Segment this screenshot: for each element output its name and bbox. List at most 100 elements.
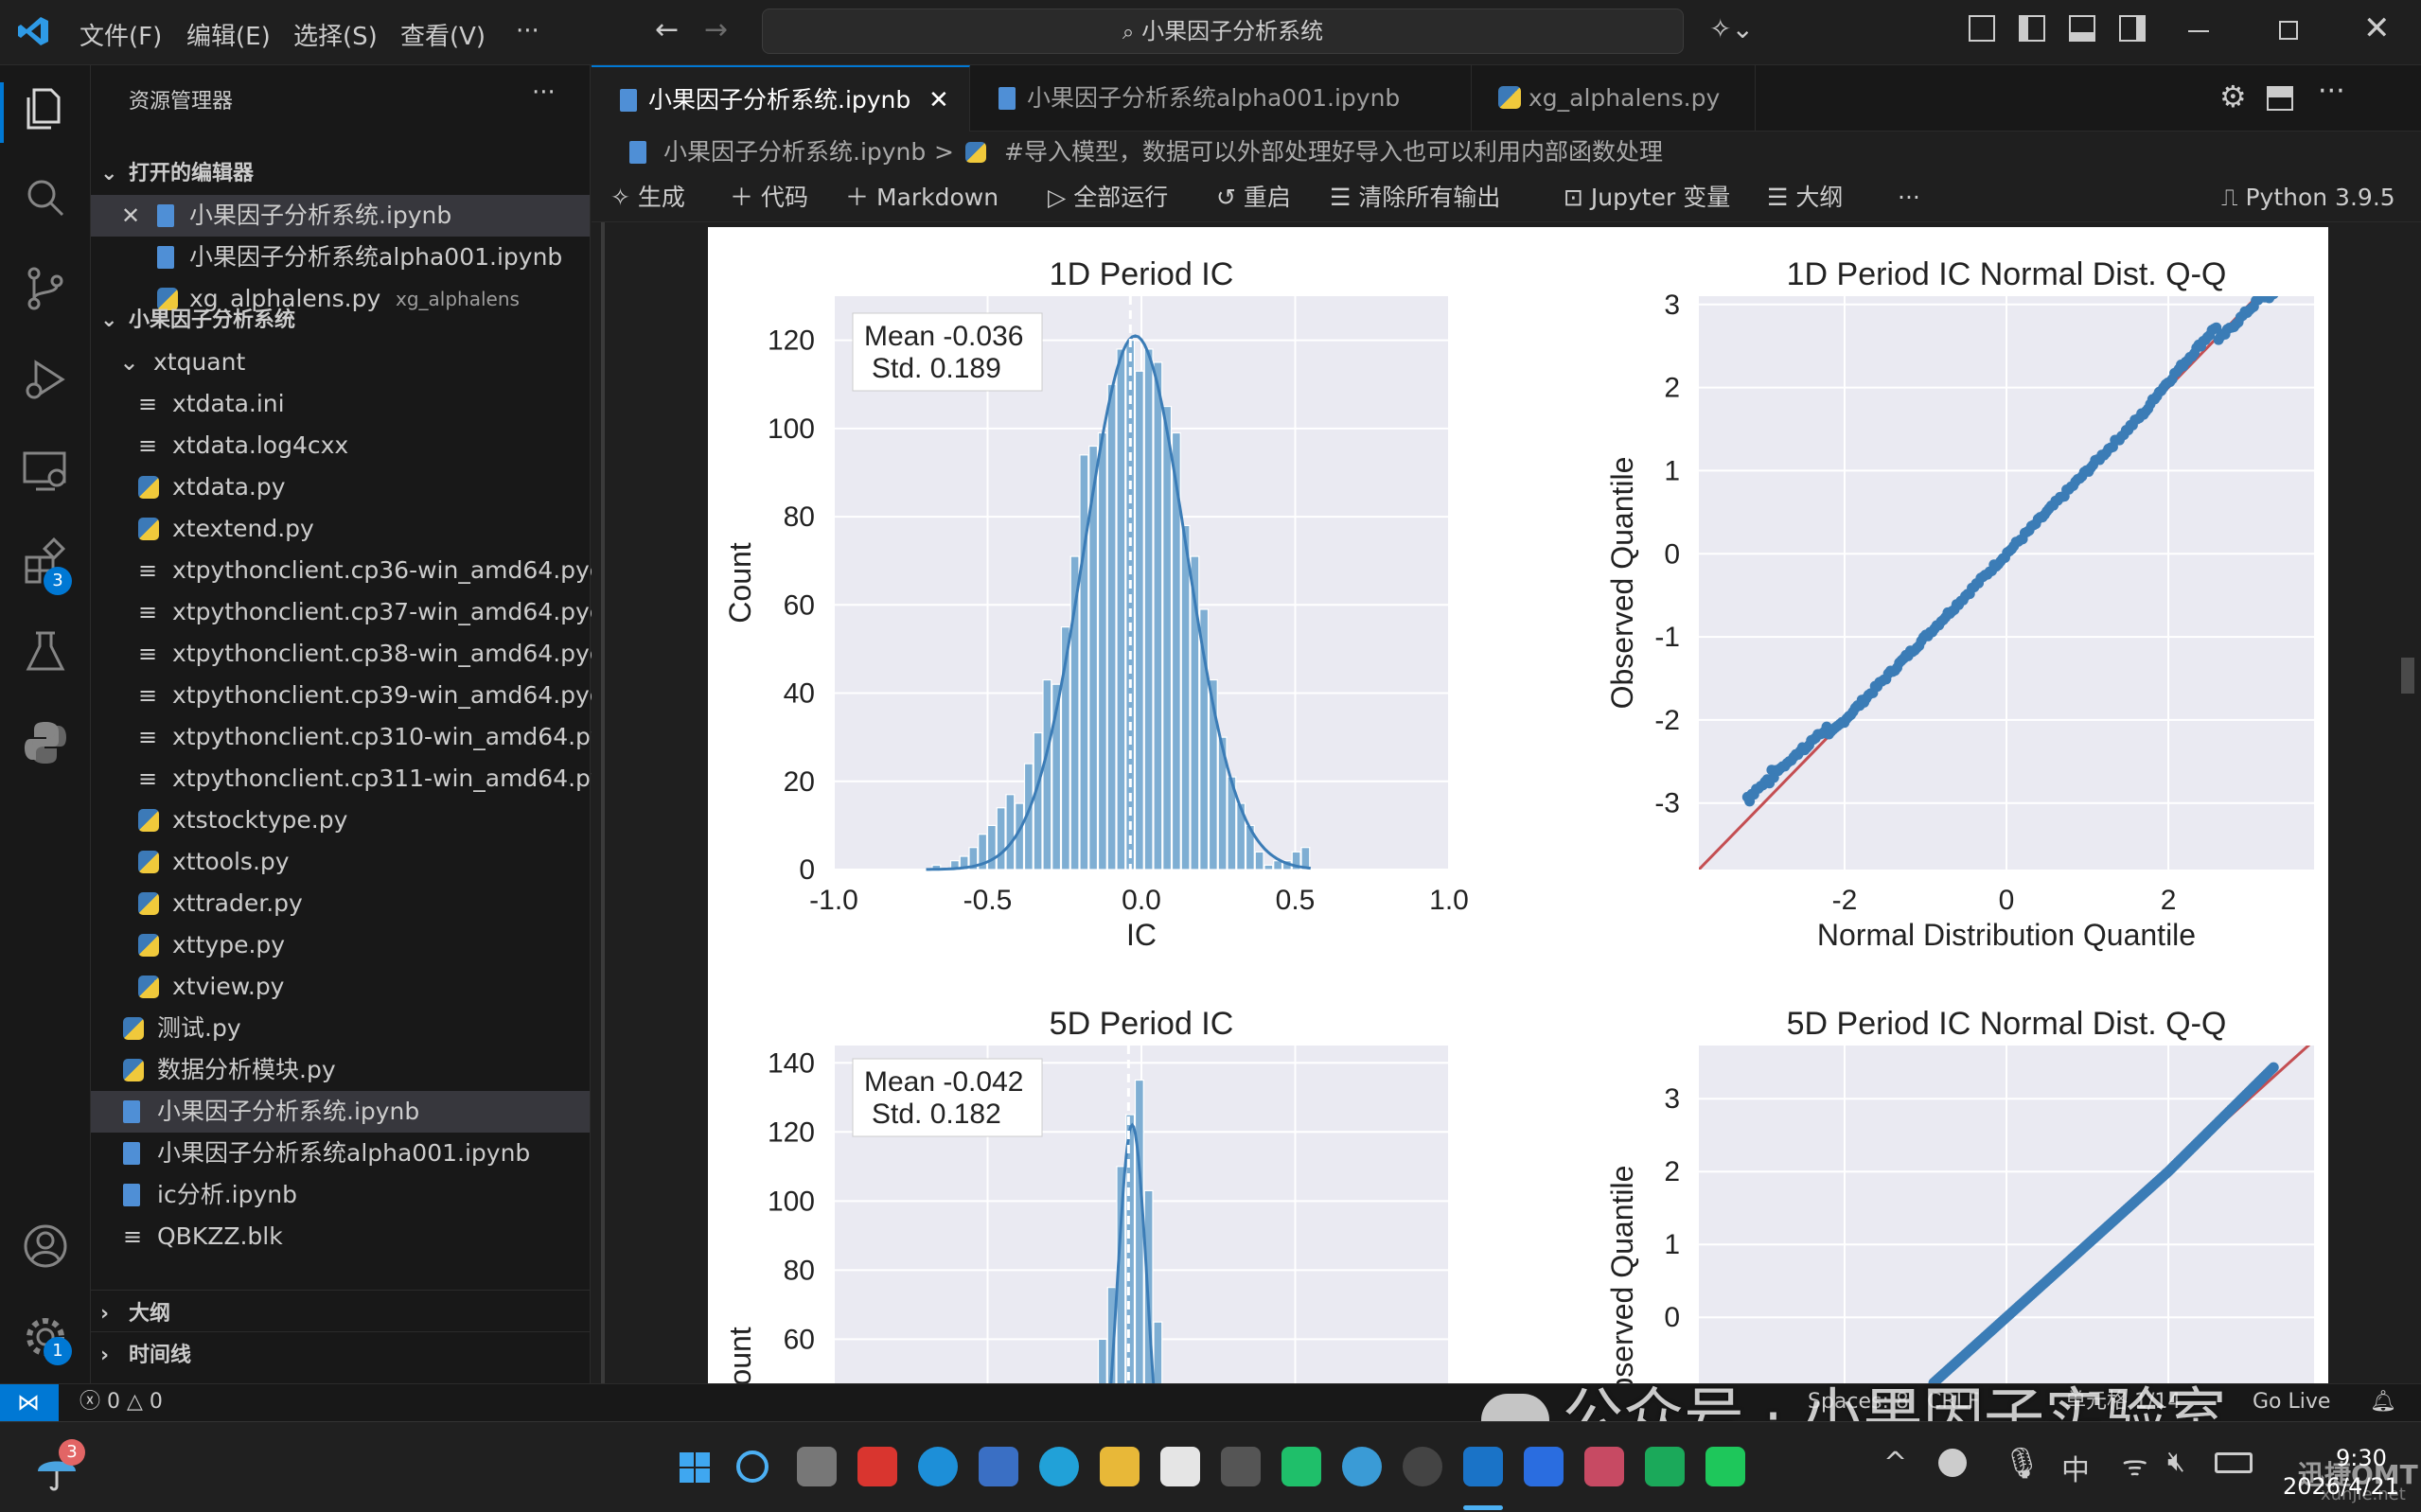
- accounts-icon[interactable]: [21, 1222, 70, 1271]
- explorer-icon[interactable]: [21, 84, 70, 133]
- notifications-bell-icon[interactable]: 🔔︎: [2370, 1390, 2396, 1414]
- edge-icon[interactable]: [918, 1447, 958, 1486]
- open-editor-item[interactable]: 小果因子分析系统alpha001.ipynb: [91, 237, 590, 278]
- vscode-taskbar-icon[interactable]: [1463, 1447, 1503, 1486]
- remote-indicator[interactable]: ⋈: [0, 1384, 59, 1422]
- file-tree-item[interactable]: ic分析.ipynb: [91, 1174, 590, 1216]
- file-tree-item[interactable]: ≡ xtpythonclient.cp37-win_amd64.pyd: [91, 591, 605, 633]
- menu-file[interactable]: 文件(F): [80, 23, 163, 51]
- breadcrumb-cell[interactable]: #导入模型，数据可以外部处理好导入也可以利用内部函数处理: [1004, 138, 1663, 166]
- file-tree-item[interactable]: xttrader.py: [91, 883, 590, 924]
- source-control-icon[interactable]: [21, 264, 70, 313]
- run-debug-icon[interactable]: [21, 355, 70, 404]
- problems-indicator[interactable]: ⓧ 0 △ 0: [80, 1384, 163, 1420]
- toggle-sidebar-icon[interactable]: [2019, 15, 2045, 42]
- file-tree-item[interactable]: ≡ xtpythonclient.cp311-win_amd64.pyd: [91, 758, 620, 800]
- file-tree-item[interactable]: xttools.py: [91, 841, 590, 883]
- notebook-settings-gear-icon[interactable]: ⚙: [2219, 79, 2247, 114]
- outlook-icon[interactable]: [979, 1447, 1018, 1486]
- file-tree-item[interactable]: ≡ xtpythonclient.cp36-win_amd64.pyd: [91, 550, 605, 591]
- chat-app-icon[interactable]: [1645, 1447, 1685, 1486]
- file-tree-item[interactable]: 小果因子分析系统.ipynb: [91, 1091, 590, 1133]
- customize-layout-icon[interactable]: [1969, 15, 1995, 42]
- m-app-icon[interactable]: [1524, 1447, 1564, 1486]
- clear-all-outputs-button[interactable]: ☰ 清除所有输出: [1330, 173, 1500, 222]
- file-tree-item[interactable]: ≡ QBKZZ.blk: [91, 1216, 590, 1257]
- tab-xg-alphalens[interactable]: xg_alphalens.py: [1472, 65, 1756, 132]
- chatgpt-icon[interactable]: [1403, 1447, 1442, 1486]
- menu-selection[interactable]: 选择(S): [293, 23, 378, 51]
- file-tree-item[interactable]: ≡ xtpythonclient.cp310-win_amd64.pyd: [91, 716, 620, 758]
- file-tree-item[interactable]: ≡ xtdata.log4cxx: [91, 425, 590, 466]
- scrollbar-thumb[interactable]: [2401, 658, 2414, 694]
- unity-icon[interactable]: [1221, 1447, 1261, 1486]
- show-hidden-icons-chevron-icon[interactable]: ^: [1883, 1447, 1908, 1480]
- clock-time[interactable]: 9:30: [2336, 1445, 2387, 1471]
- command-center-search[interactable]: ⌕ 小果因子分析系统: [762, 9, 1684, 54]
- file-tree-item[interactable]: xttype.py: [91, 924, 590, 966]
- project-folder-header[interactable]: ⌄ 小果因子分析系统: [91, 300, 590, 342]
- battery-icon[interactable]: [2215, 1452, 2253, 1473]
- microphone-icon[interactable]: 🎙︎: [2003, 1445, 2041, 1481]
- open-editor-item[interactable]: ✕ 小果因子分析系统.ipynb: [91, 195, 590, 237]
- file-tree-item[interactable]: xtview.py: [91, 966, 590, 1008]
- file-tree-item[interactable]: xtextend.py: [91, 508, 590, 550]
- jupyter-variables-button[interactable]: ⊡ Jupyter 变量: [1564, 173, 1730, 222]
- toolbar-more-button[interactable]: ···: [1898, 184, 1920, 211]
- file-tree-item[interactable]: xtstocktype.py: [91, 800, 590, 841]
- file-tree-item[interactable]: ≡ xtdata.ini: [91, 383, 590, 425]
- open-editors-header[interactable]: ⌄ 打开的编辑器: [91, 153, 590, 195]
- outline-header[interactable]: › 大纲: [91, 1293, 590, 1335]
- wechat-taskbar-icon[interactable]: [1705, 1447, 1745, 1486]
- file-tree-item[interactable]: 小果因子分析系统alpha001.ipynb: [91, 1133, 590, 1174]
- copilot-icon[interactable]: ✧⌄: [1709, 13, 1754, 44]
- close-tab-icon[interactable]: ✕: [928, 86, 949, 114]
- open-editor-item[interactable]: xg_alphalens.py xg_alphalens: [91, 278, 590, 320]
- edge-beta-icon[interactable]: [1039, 1447, 1079, 1486]
- wifi-icon[interactable]: ᯤ: [2122, 1450, 2148, 1483]
- toggle-secondary-sidebar-icon[interactable]: [2119, 15, 2146, 42]
- file-tree-item[interactable]: 测试.py: [91, 1008, 590, 1049]
- split-editor-icon[interactable]: [2267, 86, 2293, 111]
- eol-indicator[interactable]: CRLF: [1927, 1390, 1980, 1414]
- run-all-button[interactable]: ▷ 全部运行: [1048, 173, 1168, 222]
- file-tree-item[interactable]: ≡ xtpythonclient.cp38-win_amd64.pyd: [91, 633, 605, 675]
- maximize-icon[interactable]: [2279, 21, 2298, 40]
- file-tree-item[interactable]: 数据分析模块.py: [91, 1049, 590, 1091]
- tab-active-notebook[interactable]: 小果因子分析系统.ipynb ✕: [592, 65, 970, 132]
- menu-view[interactable]: 查看(V): [400, 23, 486, 51]
- forward-arrow-icon[interactable]: →: [704, 13, 729, 46]
- python-icon[interactable]: [21, 718, 70, 767]
- outline-button[interactable]: ☰ 大纲: [1767, 173, 1843, 222]
- wps-icon[interactable]: [857, 1447, 897, 1486]
- store-icon[interactable]: [1160, 1447, 1200, 1486]
- folder-xtquant[interactable]: ⌄ xtquant: [91, 342, 590, 383]
- kernel-picker[interactable]: ⎍ Python 3.9.5: [2221, 173, 2395, 222]
- file-tree-item[interactable]: xtdata.py: [91, 466, 590, 508]
- add-markdown-button[interactable]: ＋ Markdown: [845, 173, 998, 222]
- cloud-tray-icon[interactable]: [1938, 1449, 1967, 1477]
- sidebar-more-button[interactable]: ···: [532, 79, 556, 107]
- task-view-icon[interactable]: [797, 1447, 837, 1486]
- timeline-header[interactable]: › 时间线: [91, 1335, 590, 1377]
- close-window-icon[interactable]: ✕: [2363, 9, 2391, 47]
- menu-edit[interactable]: 编辑(E): [186, 23, 271, 51]
- remote-explorer-icon[interactable]: [21, 446, 70, 495]
- menu-more[interactable]: ···: [516, 17, 539, 45]
- file-explorer-icon[interactable]: [1100, 1447, 1140, 1486]
- pink-app-icon[interactable]: [1584, 1447, 1624, 1486]
- globe-app-icon[interactable]: [1342, 1447, 1382, 1486]
- ime-indicator[interactable]: 中: [2061, 1454, 2090, 1487]
- close-editor-icon[interactable]: ✕: [121, 202, 141, 229]
- back-arrow-icon[interactable]: ←: [655, 13, 680, 46]
- restart-button[interactable]: ↺ 重启: [1216, 173, 1291, 222]
- file-tree-item[interactable]: ≡ xtpythonclient.cp39-win_amd64.pyd: [91, 675, 605, 716]
- clock-date[interactable]: 2026/4/21: [2283, 1473, 2400, 1500]
- search-view-icon[interactable]: [21, 173, 70, 222]
- go-live-button[interactable]: Go Live: [2253, 1390, 2331, 1414]
- testing-flask-icon[interactable]: [21, 627, 70, 677]
- minimize-icon[interactable]: [2188, 30, 2209, 32]
- toggle-panel-icon[interactable]: [2069, 15, 2095, 42]
- green-app-icon[interactable]: [1281, 1447, 1321, 1486]
- tab-alpha001[interactable]: 小果因子分析系统alpha001.ipynb: [970, 65, 1472, 132]
